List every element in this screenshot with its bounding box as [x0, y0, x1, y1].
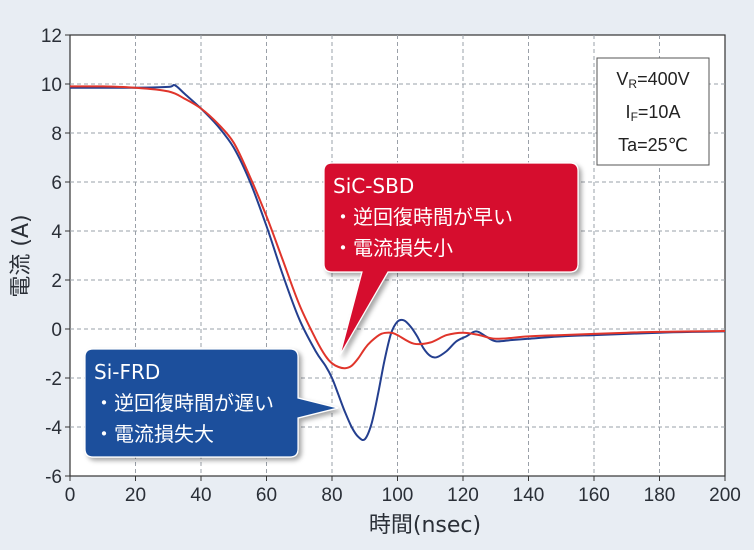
- sic-sbd-line-1: ・逆回復時間が早い: [333, 205, 513, 229]
- x-tick-label: 20: [125, 485, 146, 506]
- x-tick-label: 200: [709, 485, 741, 506]
- condition-ta: Ta=25℃: [618, 135, 688, 155]
- x-tick-label: 180: [644, 485, 676, 506]
- condition-if: IF=10A: [626, 102, 681, 124]
- x-tick-label: 140: [513, 485, 545, 506]
- x-tick-label: 80: [321, 485, 342, 506]
- y-tick-label: 4: [51, 222, 62, 243]
- series-line-sic-sbd: [69, 85, 726, 370]
- x-axis-title: 時間(nsec): [369, 513, 481, 538]
- series-lines: [69, 83, 726, 442]
- x-axis-ticks: 0 20 40 60 80 100 120 140 160 180 200: [65, 476, 741, 506]
- x-tick-label: 120: [447, 485, 479, 506]
- si-frd-line-2: ・電流損失大: [94, 422, 214, 446]
- y-tick-label: 0: [51, 320, 62, 341]
- conditions-box: VR=400V IF=10A Ta=25℃: [596, 57, 710, 166]
- y-axis-title: 電流 (A): [9, 214, 34, 297]
- y-tick-label: -2: [45, 369, 62, 390]
- sic-sbd-callout: [323, 162, 579, 356]
- x-tick-label: 100: [382, 485, 414, 506]
- sic-sbd-title: SiC-SBD: [333, 174, 414, 198]
- y-axis-ticks: -6 -4 -2 0 2 4 6 8 10 12: [41, 26, 70, 488]
- x-tick-label: 0: [65, 485, 76, 506]
- y-tick-label: -6: [45, 467, 62, 488]
- si-frd-line-1: ・逆回復時間が遅い: [94, 391, 274, 415]
- y-tick-label: -4: [45, 418, 62, 439]
- x-tick-label: 160: [578, 485, 610, 506]
- y-tick-label: 6: [51, 173, 62, 194]
- x-tick-label: 40: [190, 485, 211, 506]
- condition-vr: VR=400V: [616, 69, 689, 91]
- y-tick-label: 2: [51, 271, 62, 292]
- y-tick-label: 12: [41, 26, 62, 47]
- sic-sbd-line-2: ・電流損失小: [333, 236, 453, 260]
- y-tick-label: 8: [51, 124, 62, 145]
- series-line-si-frd: [69, 83, 726, 442]
- si-frd-title: Si-FRD: [94, 360, 160, 384]
- x-tick-label: 60: [256, 485, 277, 506]
- si-frd-callout: [84, 348, 339, 458]
- y-tick-label: 10: [41, 75, 62, 96]
